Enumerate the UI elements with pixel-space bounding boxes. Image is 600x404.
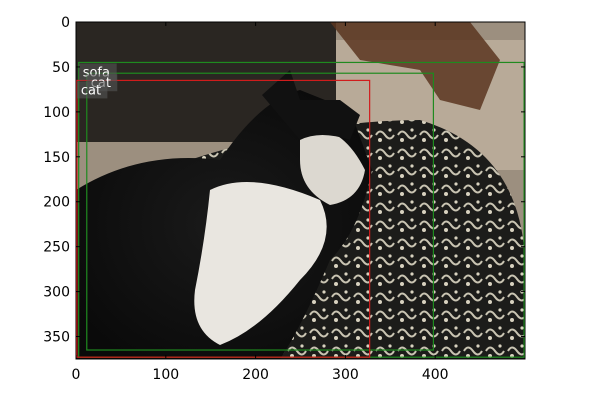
y-axis: 0 50 100 150 200 250 300 350 [43,15,525,346]
cat-head-dark [262,70,360,140]
cat-face-white [300,128,365,205]
wooden-chair [330,22,500,110]
x-tick-label: 100 [152,367,179,383]
y-tick-label: 50 [52,60,70,76]
x-tick-label: 200 [242,367,269,383]
bbox-cat-2 [76,79,371,358]
annotation-boxes: sofacatcat [76,61,525,358]
y-tick-label: 100 [43,105,70,121]
y-tick-label: 250 [43,240,70,256]
x-tick-label: 0 [72,367,81,383]
bbox-label-bg [76,81,108,99]
axes-frame [75,21,526,360]
y-tick-label: 300 [43,285,70,301]
photo [76,22,525,359]
y-tick-label: 350 [43,330,70,346]
x-tick-label: 400 [422,367,449,383]
y-tick-label: 0 [61,15,70,31]
x-tick-label: 300 [332,367,359,383]
cat-chest-white [194,182,327,345]
bbox-cat-1 [86,72,435,351]
y-tick-label: 200 [43,195,70,211]
y-tick-label: 150 [43,150,70,166]
x-axis: 0 100 200 300 400 [72,22,449,383]
bbox-label-cat: cat [81,83,101,98]
